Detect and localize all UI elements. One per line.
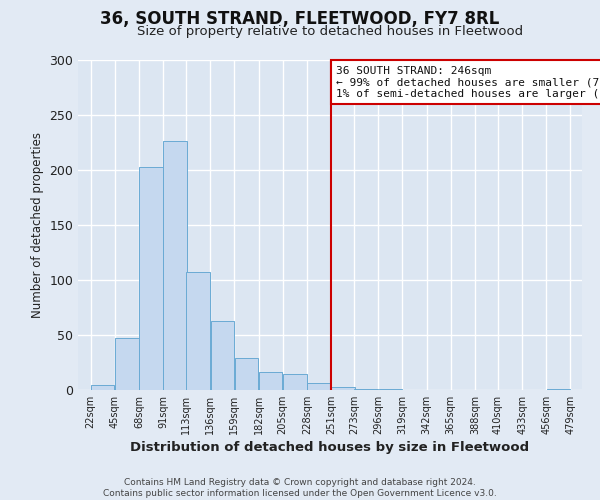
Bar (211, 320, 234, 390)
Bar (547, 389, 570, 390)
X-axis label: Distribution of detached houses by size in Fleetwood: Distribution of detached houses by size … (130, 441, 530, 454)
Bar (91, 384, 115, 390)
Bar (139, 166, 163, 390)
Text: 36, SOUTH STRAND, FLEETWOOD, FY7 8RL: 36, SOUTH STRAND, FLEETWOOD, FY7 8RL (100, 10, 500, 28)
Bar (379, 389, 402, 390)
Bar (331, 386, 355, 390)
Text: Contains HM Land Registry data © Crown copyright and database right 2024.
Contai: Contains HM Land Registry data © Crown c… (103, 478, 497, 498)
Bar (235, 358, 259, 390)
Bar (307, 384, 331, 390)
Title: Size of property relative to detached houses in Fleetwood: Size of property relative to detached ho… (137, 25, 523, 38)
Bar (163, 142, 187, 390)
Bar (283, 374, 307, 390)
Text: 36 SOUTH STRAND: 246sqm
← 99% of detached houses are smaller (704)
1% of semi-de: 36 SOUTH STRAND: 246sqm ← 99% of detache… (337, 66, 600, 98)
Bar (355, 389, 378, 390)
Bar (115, 338, 139, 390)
Bar (259, 372, 283, 390)
Bar (187, 272, 210, 390)
Y-axis label: Number of detached properties: Number of detached properties (31, 132, 44, 318)
